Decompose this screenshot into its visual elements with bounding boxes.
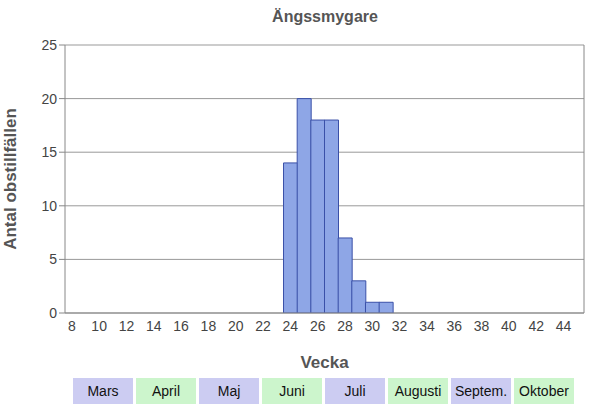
html-text:Juni: Juni	[279, 383, 305, 399]
svg-text:14: 14	[146, 318, 162, 334]
html-text:Juli: Juli	[344, 383, 366, 399]
svg-text:18: 18	[201, 318, 217, 334]
html-text:Maj: Maj	[217, 383, 241, 399]
svg-text:10: 10	[91, 318, 107, 334]
html-text:Oktober: Oktober	[519, 383, 569, 399]
html-text:Augusti: Augusti	[394, 383, 442, 399]
svg-text:16: 16	[173, 318, 189, 334]
svg-text:25: 25	[41, 37, 57, 53]
svg-text:22: 22	[255, 318, 271, 334]
svg-text:36: 36	[446, 318, 462, 334]
svg-text:24: 24	[283, 318, 299, 334]
svg-text:8: 8	[68, 318, 76, 334]
svg-text:42: 42	[528, 318, 544, 334]
svg-text:34: 34	[419, 318, 435, 334]
svg-text:30: 30	[365, 318, 381, 334]
svg-text:Antal obstillfällen: Antal obstillfällen	[8, 108, 20, 250]
svg-text:Vecka: Vecka	[300, 353, 349, 370]
svg-text:40: 40	[501, 318, 517, 334]
svg-text:32: 32	[392, 318, 408, 334]
svg-text:38: 38	[474, 318, 490, 334]
html-text:Mars: Mars	[87, 383, 119, 399]
svg-text:5: 5	[49, 251, 57, 267]
svg-text:20: 20	[41, 91, 57, 107]
svg-text:44: 44	[556, 318, 572, 334]
html-text:Septem.: Septem.	[454, 383, 508, 399]
svg-text:28: 28	[337, 318, 353, 334]
html-text:Ängssmygare: Ängssmygare	[272, 8, 378, 25]
svg-text:12: 12	[119, 318, 135, 334]
svg-text:20: 20	[228, 318, 244, 334]
svg-text:10: 10	[41, 198, 57, 214]
svg-text:26: 26	[310, 318, 326, 334]
svg-text:15: 15	[41, 144, 57, 160]
svg-text:0: 0	[49, 305, 57, 321]
html-text:April: April	[152, 383, 180, 399]
